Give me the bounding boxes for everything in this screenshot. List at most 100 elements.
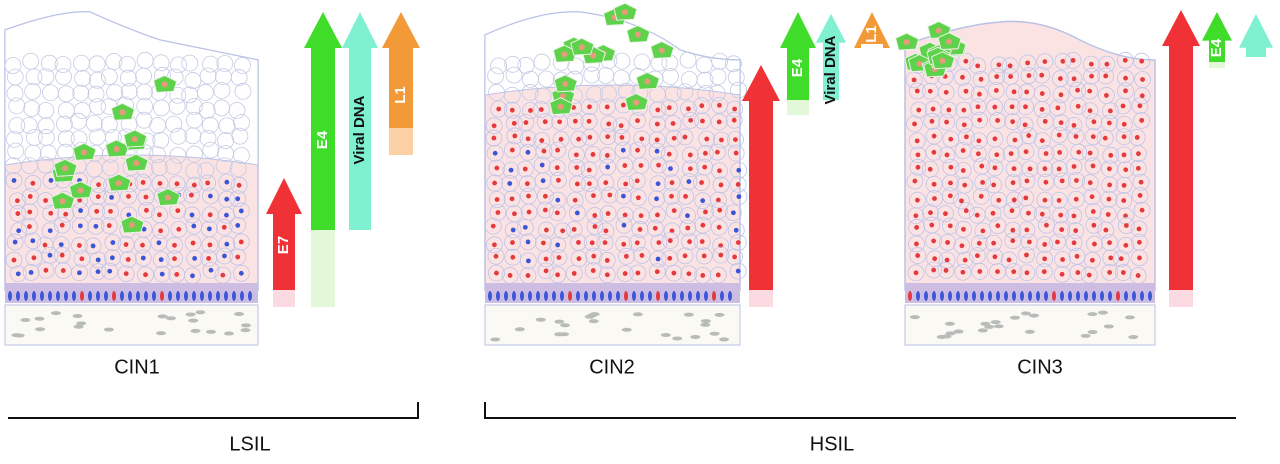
nucleus bbox=[639, 253, 645, 258]
cell bbox=[596, 234, 614, 252]
cell bbox=[697, 84, 714, 102]
nucleus bbox=[1011, 166, 1017, 172]
cell bbox=[549, 266, 567, 284]
cell bbox=[568, 204, 586, 222]
nucleus bbox=[718, 182, 724, 188]
cell bbox=[1001, 57, 1019, 75]
cell bbox=[119, 69, 137, 87]
cell bbox=[137, 188, 155, 206]
nucleus bbox=[943, 268, 949, 273]
nucleus bbox=[1039, 211, 1045, 217]
cell bbox=[938, 146, 956, 164]
nucleus bbox=[1139, 117, 1145, 123]
cell bbox=[100, 217, 118, 234]
cell bbox=[53, 216, 71, 234]
cell bbox=[120, 83, 138, 100]
cell bbox=[517, 56, 535, 74]
cell bbox=[613, 52, 631, 70]
cell bbox=[1102, 249, 1120, 267]
nucleus bbox=[911, 77, 917, 83]
basal-nucleus bbox=[208, 291, 212, 301]
nucleus bbox=[963, 58, 969, 64]
nucleus bbox=[1139, 93, 1145, 99]
arrow-tail bbox=[389, 128, 413, 155]
nucleus bbox=[578, 44, 585, 51]
basal-nucleus bbox=[1092, 291, 1096, 301]
basal-nucleus bbox=[1124, 291, 1128, 301]
nucleus bbox=[1087, 88, 1093, 94]
nucleus bbox=[700, 118, 705, 124]
basal-nucleus bbox=[536, 291, 540, 301]
nucleus bbox=[912, 121, 917, 127]
cell bbox=[21, 218, 38, 235]
nucleus bbox=[960, 148, 966, 153]
stroma-cell bbox=[588, 319, 599, 324]
nucleus bbox=[1106, 196, 1112, 202]
nucleus bbox=[572, 197, 578, 203]
nucleus bbox=[995, 223, 1001, 229]
cell bbox=[586, 207, 604, 224]
nucleus bbox=[635, 195, 641, 201]
cell bbox=[1036, 53, 1054, 71]
cell bbox=[89, 263, 107, 281]
nucleus bbox=[1008, 151, 1014, 156]
cell bbox=[170, 127, 187, 145]
cell bbox=[727, 144, 745, 162]
cell bbox=[87, 217, 105, 235]
basal-nucleus bbox=[1052, 291, 1056, 301]
nucleus bbox=[656, 240, 662, 246]
cell bbox=[1036, 236, 1054, 253]
group-label: HSIL bbox=[810, 433, 854, 455]
stroma-cell bbox=[1097, 310, 1108, 315]
nucleus bbox=[206, 256, 212, 261]
basal-nucleus bbox=[128, 291, 132, 301]
nucleus bbox=[522, 166, 528, 172]
cell bbox=[165, 115, 183, 133]
nucleus bbox=[236, 182, 242, 188]
nucleus bbox=[716, 224, 722, 230]
cell bbox=[229, 160, 247, 178]
cell bbox=[1082, 55, 1100, 73]
stroma-cell bbox=[1103, 324, 1114, 329]
nucleus bbox=[715, 197, 721, 203]
cell bbox=[88, 55, 106, 73]
cell bbox=[1052, 86, 1070, 104]
cell bbox=[650, 234, 668, 252]
nucleus bbox=[931, 238, 937, 244]
nucleus bbox=[604, 258, 610, 263]
cell bbox=[134, 249, 152, 267]
cell bbox=[24, 82, 42, 100]
nucleus bbox=[634, 31, 641, 38]
nucleus bbox=[1023, 104, 1028, 110]
nucleus bbox=[109, 255, 115, 261]
nucleus bbox=[666, 151, 672, 157]
cell bbox=[649, 175, 667, 193]
cell bbox=[485, 117, 503, 135]
nucleus bbox=[59, 198, 66, 205]
nucleus bbox=[685, 213, 690, 219]
nucleus bbox=[192, 256, 198, 261]
cell bbox=[986, 248, 1004, 266]
cell bbox=[729, 176, 747, 193]
cell bbox=[906, 115, 923, 133]
nucleus bbox=[687, 152, 693, 158]
nucleus bbox=[526, 193, 531, 199]
nucleus bbox=[1042, 256, 1048, 262]
cell bbox=[909, 247, 927, 264]
cell bbox=[136, 97, 154, 115]
nucleus bbox=[927, 166, 933, 172]
arrow bbox=[742, 65, 780, 290]
cell bbox=[972, 187, 990, 205]
basal-nucleus bbox=[640, 291, 644, 301]
stroma-cell bbox=[165, 316, 176, 321]
cell bbox=[941, 217, 959, 235]
cell bbox=[74, 69, 92, 87]
nucleus bbox=[1024, 252, 1029, 258]
cell bbox=[665, 202, 683, 219]
cell bbox=[101, 262, 119, 280]
cell bbox=[1115, 192, 1133, 209]
nucleus bbox=[656, 162, 661, 168]
cell bbox=[184, 234, 202, 252]
basal-nucleus bbox=[216, 291, 220, 301]
nucleus bbox=[224, 241, 230, 247]
